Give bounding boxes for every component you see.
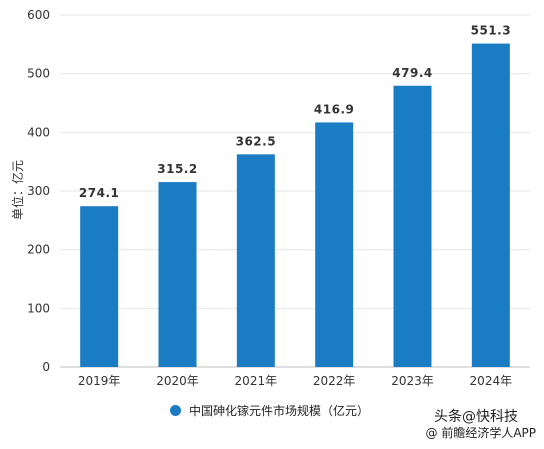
x-tick-label: 2019年 <box>78 374 121 388</box>
y-tick-label: 0 <box>42 360 50 374</box>
bar-value-label: 479.4 <box>392 66 432 80</box>
bars <box>80 43 510 367</box>
y-tick-label: 600 <box>27 8 50 22</box>
y-tick-label: 200 <box>27 243 50 257</box>
legend-marker <box>170 405 181 416</box>
bar <box>393 85 432 367</box>
gridlines <box>60 14 530 368</box>
bar <box>158 182 197 367</box>
bar <box>315 122 354 367</box>
x-tick-label: 2024年 <box>470 374 513 388</box>
x-axis-ticks: 2019年 2020年 2021年 2022年 2023年 2024年 <box>78 374 512 388</box>
y-tick-label: 500 <box>27 67 50 81</box>
x-tick-label: 2020年 <box>156 374 199 388</box>
y-tick-label: 300 <box>27 184 50 198</box>
bar <box>80 206 119 367</box>
bar-value-label: 274.1 <box>79 186 119 200</box>
bar-value-label: 416.9 <box>314 102 354 116</box>
legend-label: 中国砷化镓元件市场规模（亿元） <box>189 404 370 418</box>
y-axis-title: 单位：亿元 <box>10 160 25 220</box>
bar <box>471 43 510 367</box>
y-axis-ticks: 0 100 200 300 400 500 600 <box>27 8 50 374</box>
watermark: 头条@快科技 @ 前瞻经济学人APP <box>426 409 537 441</box>
watermark-line-2: @ 前瞻经济学人APP <box>425 426 537 440</box>
data-labels: 274.1 315.2 362.5 416.9 479.4 551.3 <box>79 24 511 201</box>
bar-value-label: 362.5 <box>236 134 276 148</box>
watermark-line-1: 头条@快科技 <box>434 409 518 425</box>
y-tick-label: 400 <box>27 125 50 139</box>
x-tick-label: 2022年 <box>313 374 356 388</box>
y-tick-label: 100 <box>27 301 50 315</box>
x-tick-label: 2023年 <box>391 374 434 388</box>
bar-value-label: 315.2 <box>157 162 197 176</box>
legend: 中国砷化镓元件市场规模（亿元） <box>170 402 369 419</box>
bar-value-label: 551.3 <box>471 24 511 38</box>
x-tick-label: 2021年 <box>235 374 278 388</box>
bar <box>236 154 275 367</box>
